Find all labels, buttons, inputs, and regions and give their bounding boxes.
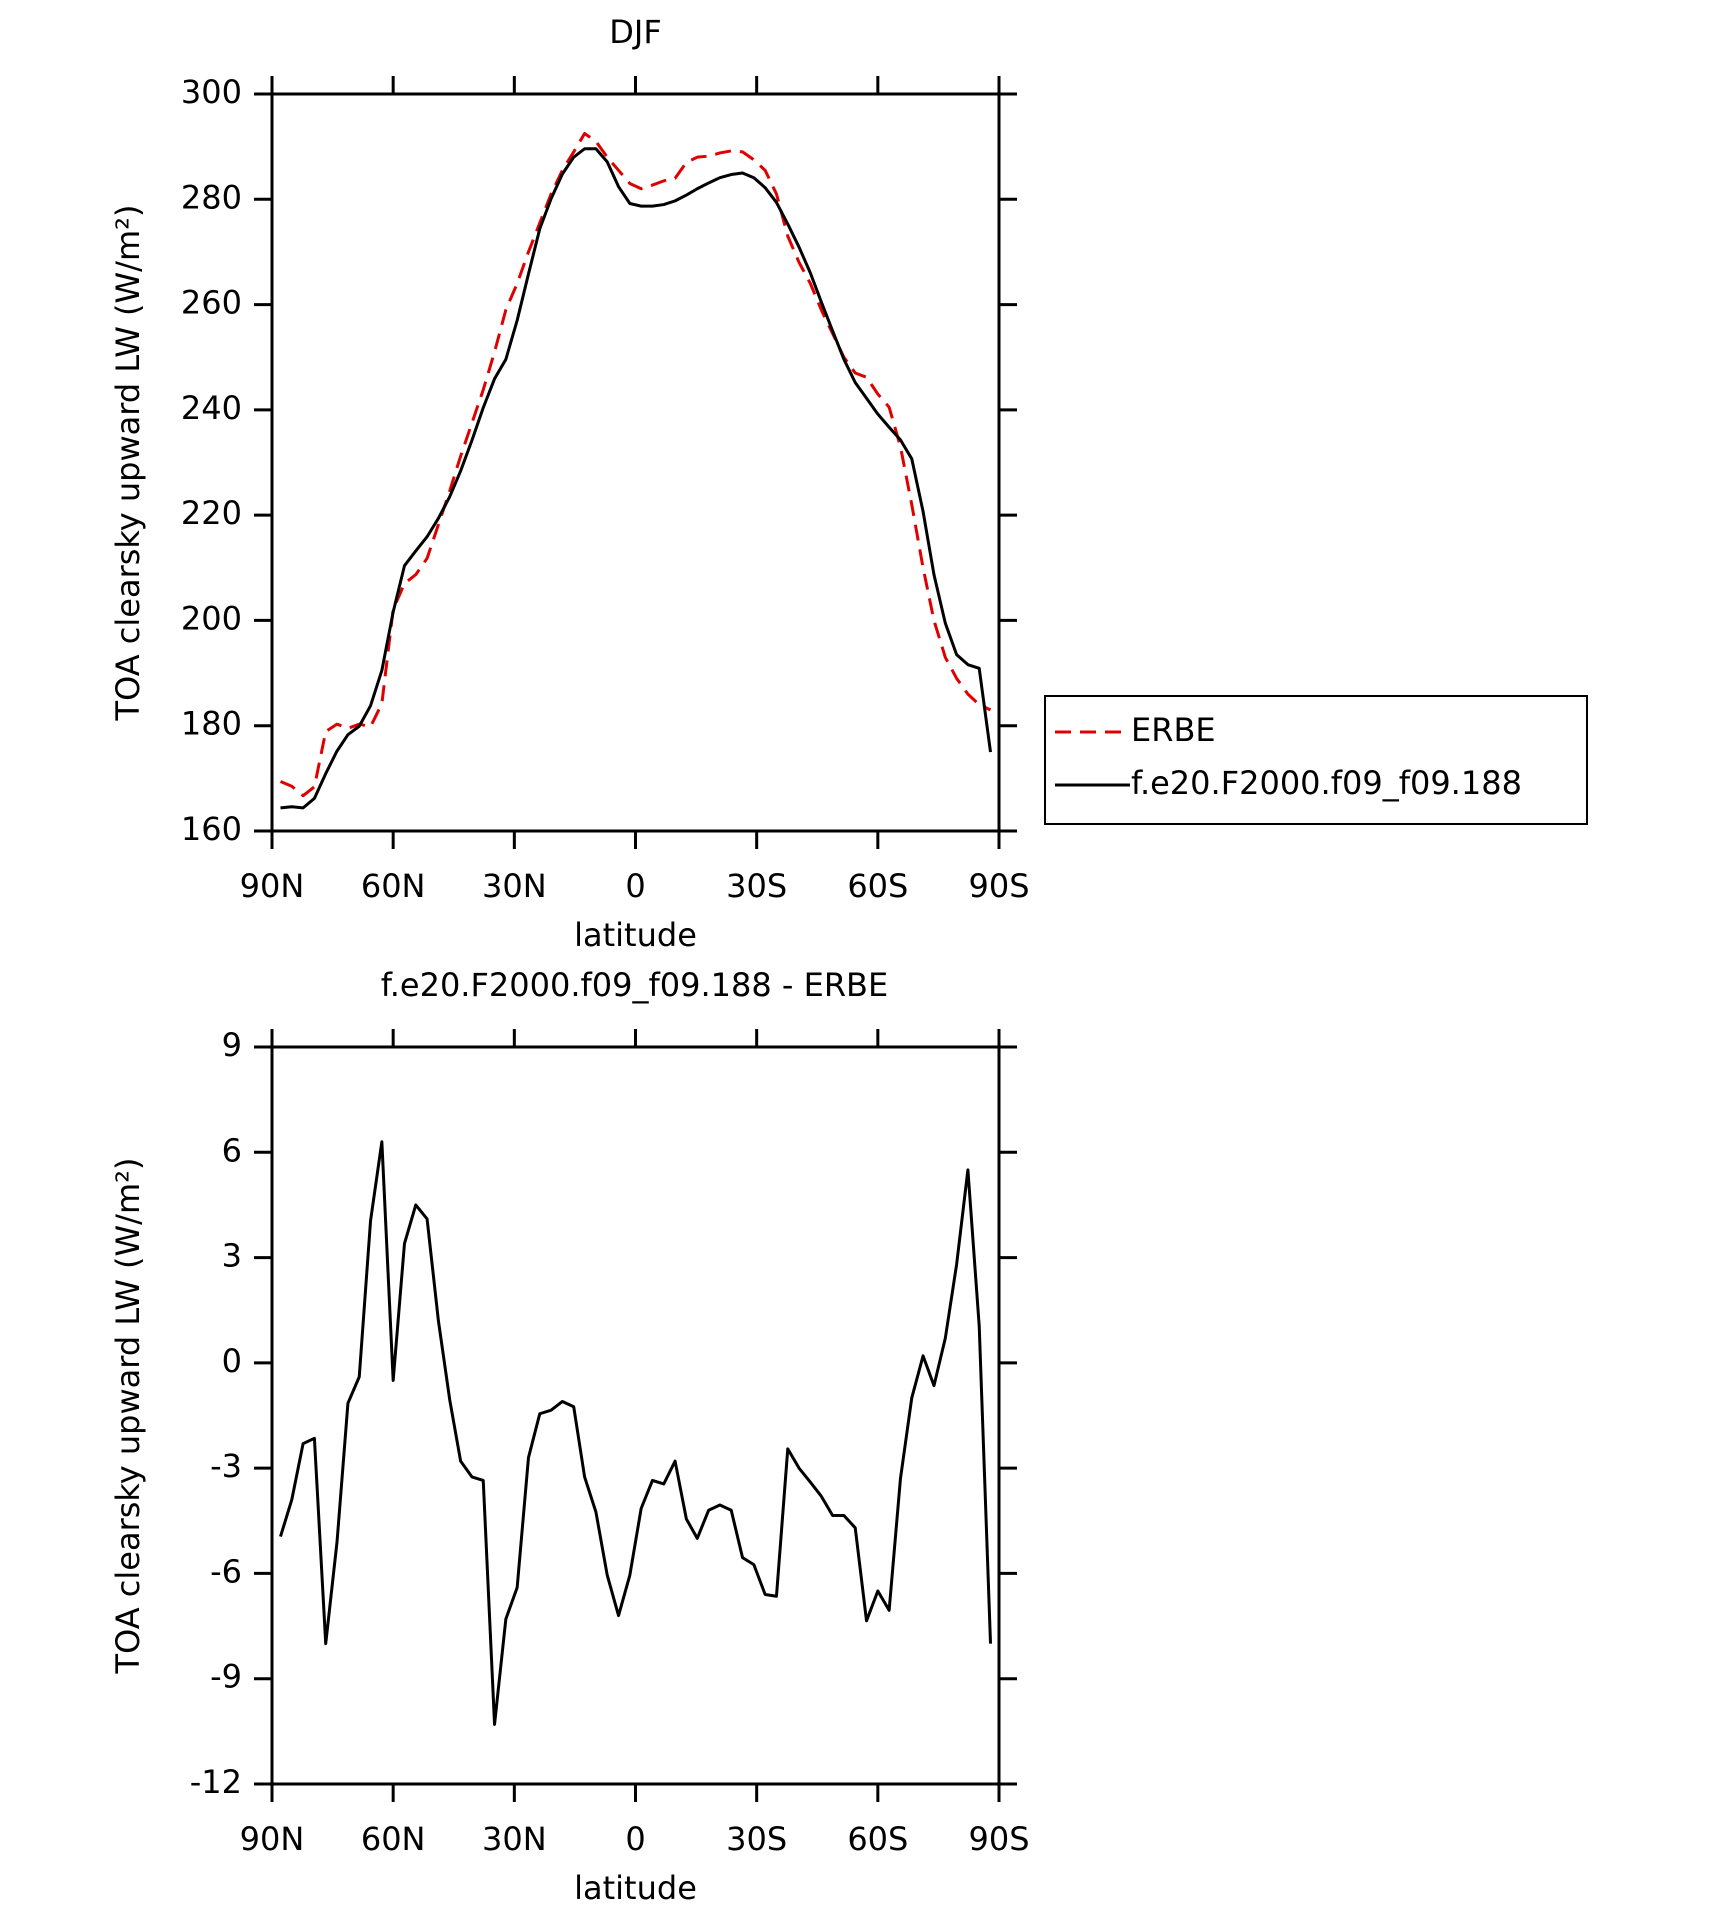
x-tick-label: 90N	[240, 1820, 305, 1858]
data-line	[279, 1140, 993, 1726]
y-tick-label: -3	[210, 1447, 242, 1485]
legend-label: ERBE	[1131, 711, 1216, 749]
y-tick-label: -6	[210, 1552, 242, 1590]
x-tick-label: 0	[625, 867, 645, 905]
y-axis-label: TOA clearsky upward LW (W/m²)	[109, 205, 147, 722]
x-tick-label: 30N	[482, 867, 547, 905]
chart-title: f.e20.F2000.f09_f09.188 - ERBE	[381, 966, 888, 1004]
y-tick-label: -9	[210, 1658, 242, 1696]
legend-label: f.e20.F2000.f09_f09.188	[1131, 764, 1522, 802]
data-line	[279, 131, 992, 798]
x-tick-label: 60S	[847, 867, 908, 905]
x-tick-label: 90N	[240, 867, 305, 905]
y-tick-label: 6	[222, 1131, 242, 1169]
x-axis-label: latitude	[574, 916, 697, 954]
x-tick-label: 90S	[968, 1820, 1029, 1858]
y-tick-label: 9	[222, 1026, 242, 1064]
y-tick-label: 300	[181, 73, 242, 111]
y-tick-label: 260	[181, 284, 242, 322]
y-tick-label: 240	[181, 389, 242, 427]
y-tick-label: 200	[181, 599, 242, 637]
legend-box	[1044, 695, 1588, 825]
y-tick-label: 0	[222, 1342, 242, 1380]
data-line	[280, 147, 993, 810]
y-tick-label: 220	[181, 494, 242, 532]
x-axis-label: latitude	[574, 1869, 697, 1905]
y-tick-label: 3	[222, 1237, 242, 1275]
y-tick-label: 160	[181, 810, 242, 848]
chart-title: DJF	[609, 13, 661, 51]
x-tick-label: 90S	[968, 867, 1029, 905]
x-tick-label: 60N	[361, 1820, 426, 1858]
x-tick-label: 60N	[361, 867, 426, 905]
y-tick-label: 280	[181, 178, 242, 216]
y-tick-label: 180	[181, 705, 242, 743]
x-tick-label: 30S	[726, 1820, 787, 1858]
x-tick-label: 30S	[726, 867, 787, 905]
x-tick-label: 30N	[482, 1820, 547, 1858]
y-tick-label: -12	[190, 1763, 242, 1801]
y-axis-label: TOA clearsky upward LW (W/m²)	[109, 1158, 147, 1675]
x-tick-label: 0	[625, 1820, 645, 1858]
x-tick-label: 60S	[847, 1820, 908, 1858]
